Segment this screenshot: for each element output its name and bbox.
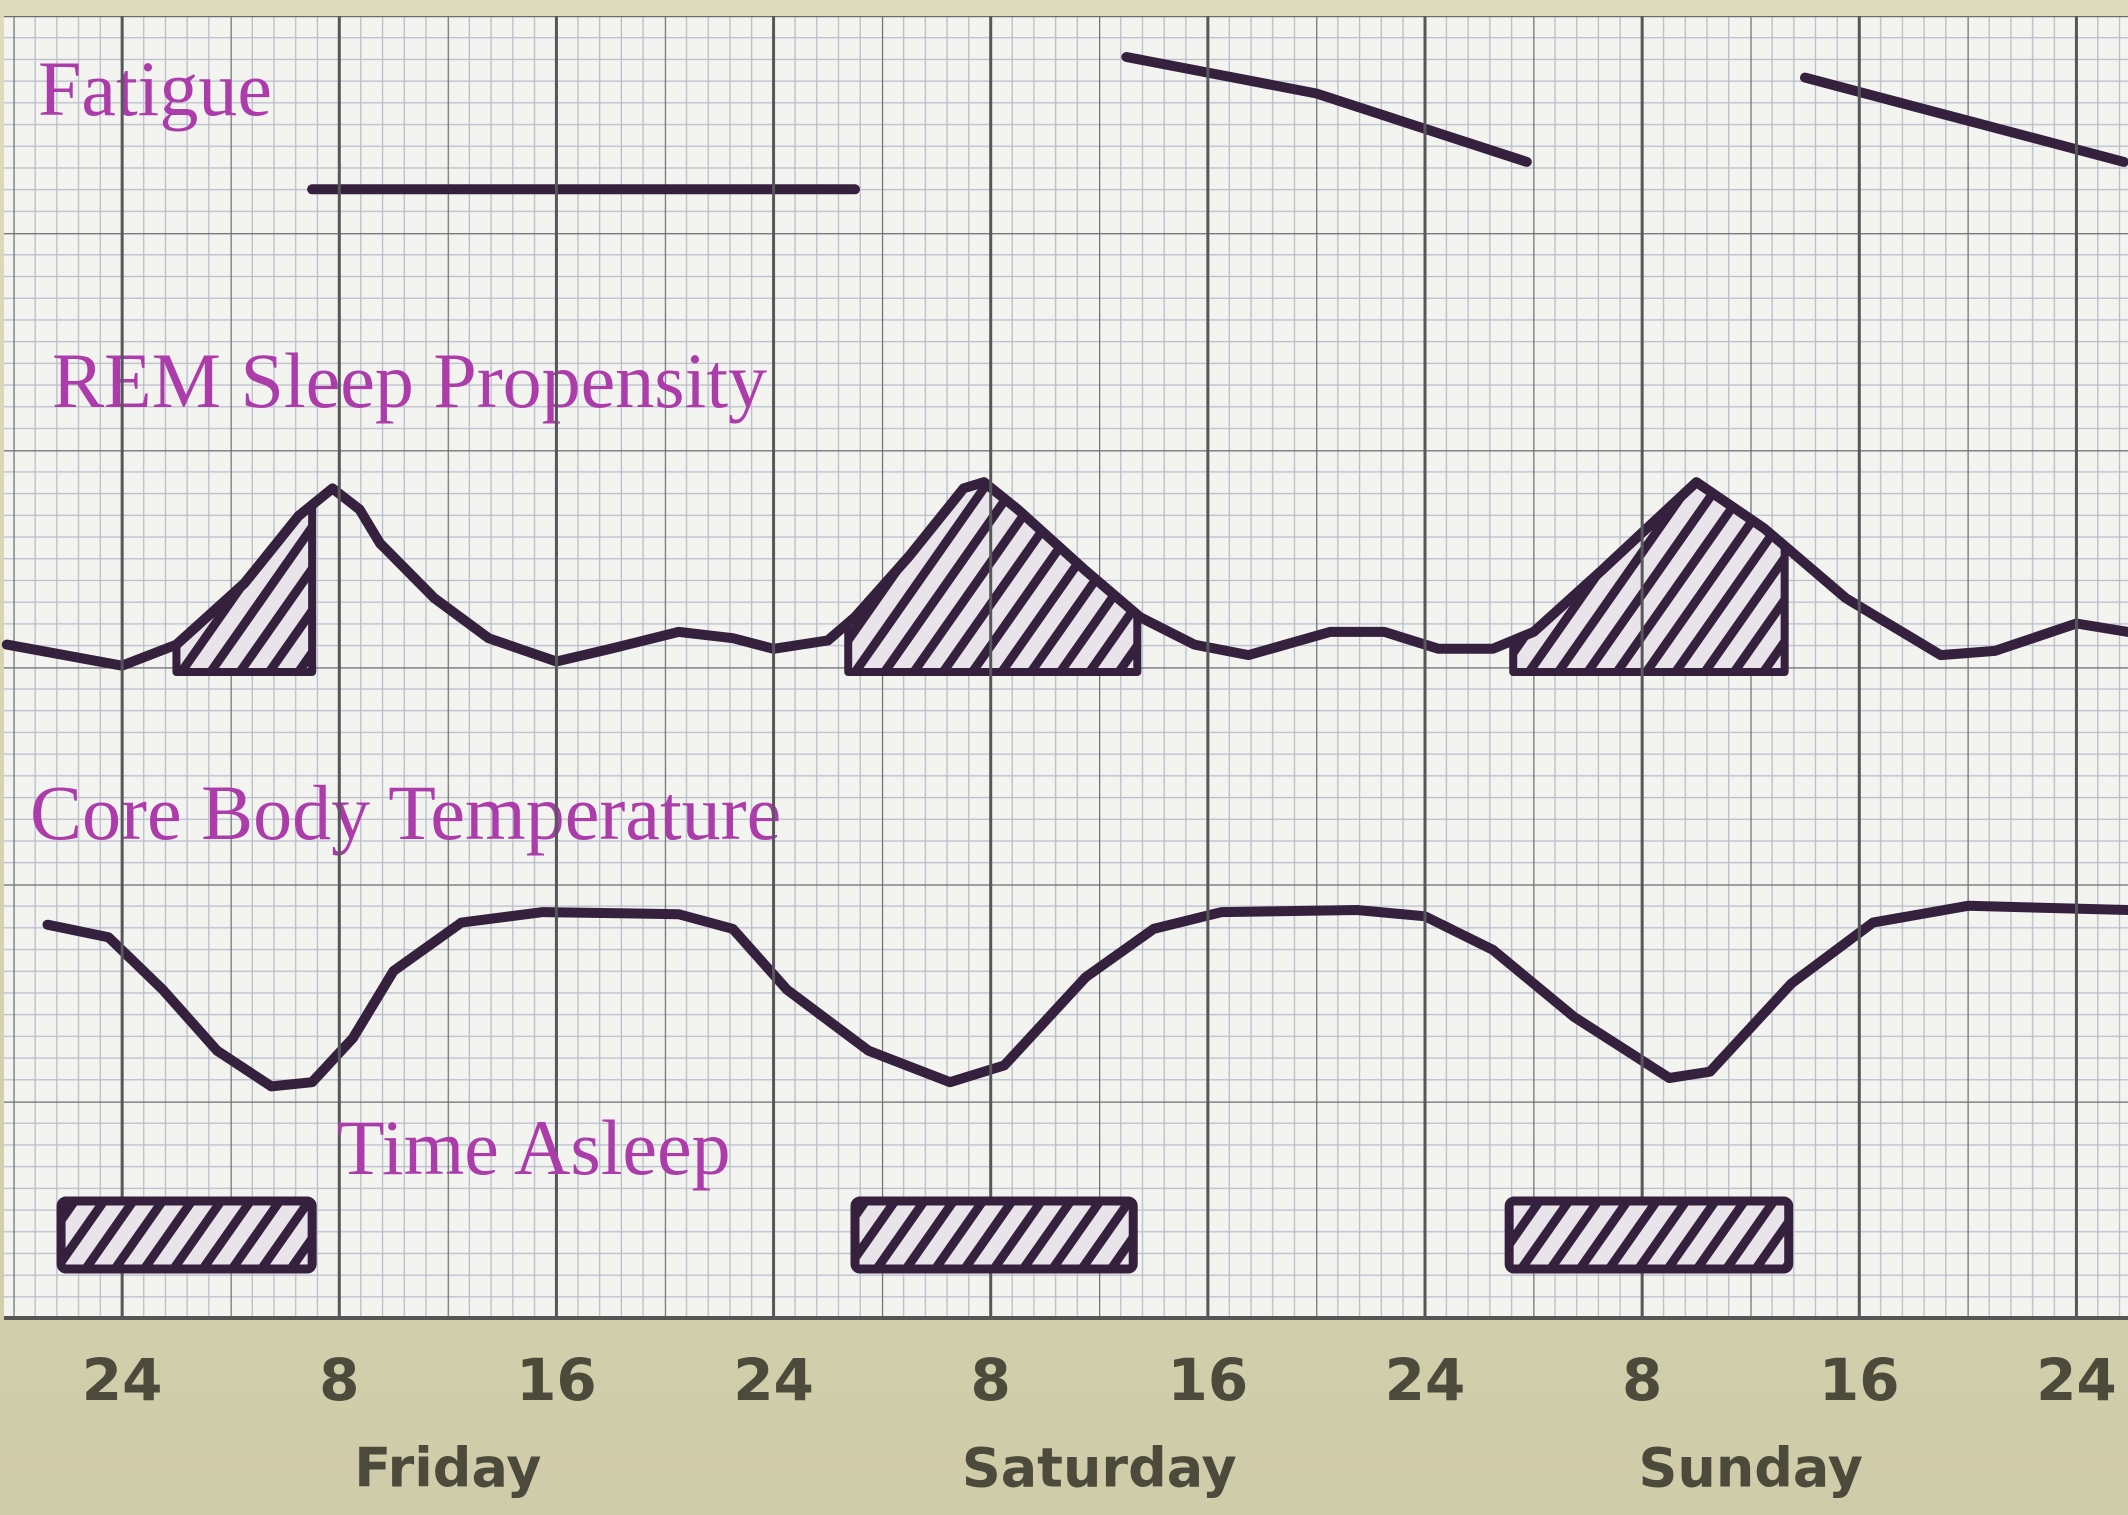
panel-title: Core Body Temperature [30,769,781,856]
asleep-bar [1504,1196,1794,1274]
day-label: Saturday [962,1437,1237,1500]
day-label: Sunday [1639,1437,1863,1500]
x-tick-label: 8 [1622,1346,1662,1414]
line [1,477,2128,671]
x-tick-label: 16 [1167,1346,1248,1414]
line [42,900,2128,1092]
x-tick-label: 16 [516,1346,597,1414]
x-tick-label: 8 [319,1346,359,1414]
panel-title: Time Asleep [337,1104,731,1191]
x-tick-label: 24 [2036,1346,2117,1414]
asleep-bar [850,1196,1138,1274]
asleep-bar [56,1196,317,1274]
panel-title: REM Sleep Propensity [52,337,767,424]
x-tick-label: 16 [1819,1346,1900,1414]
x-tick-label: 24 [1385,1346,1466,1414]
x-tick-label: 24 [82,1346,163,1414]
x-tick-label: 24 [733,1346,814,1414]
x-tick-label: 8 [971,1346,1011,1414]
panel-title: Fatigue [38,45,272,132]
day-label: Friday [354,1437,541,1500]
